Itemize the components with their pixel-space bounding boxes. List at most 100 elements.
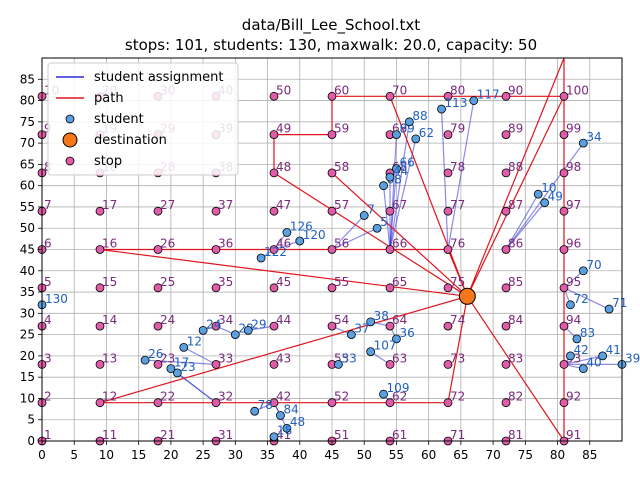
x-tick-label: 85 (582, 448, 597, 462)
assignment-line (563, 287, 610, 310)
stop-label: 100 (566, 83, 589, 97)
stop-label: 84 (508, 313, 523, 327)
student-marker (243, 325, 253, 335)
stop-label: 43 (276, 351, 291, 365)
student-marker (366, 317, 376, 327)
x-tick-label: 0 (38, 448, 46, 462)
student-label: 18 (277, 424, 292, 438)
stop-label: 27 (160, 198, 175, 212)
stop-label: 82 (508, 390, 523, 404)
student-marker (578, 364, 588, 374)
stop-marker (269, 359, 279, 369)
y-tick-label: 25 (20, 328, 35, 342)
stop-marker (559, 168, 569, 178)
chart-title-line2: stops: 101, students: 130, maxwalk: 20.0… (125, 36, 537, 54)
stop-marker (559, 283, 569, 293)
student-label: 34 (586, 130, 601, 144)
stop-label: 1 (44, 428, 52, 442)
x-tick-label: 55 (389, 448, 404, 462)
stop-label: 45 (276, 275, 291, 289)
stop-marker (559, 245, 569, 254)
student-marker (359, 211, 369, 220)
stop-label: 32 (218, 390, 233, 404)
y-tick-label: 55 (20, 200, 35, 214)
stop-marker (95, 283, 105, 293)
student-label: 84 (283, 402, 298, 416)
students: 1301221261207568664489886211311710493470… (37, 88, 640, 442)
student-marker (372, 223, 382, 233)
x-tick-label: 40 (292, 448, 307, 462)
stop-marker (211, 359, 221, 369)
stop-marker (269, 398, 279, 408)
stop-label: 67 (392, 198, 407, 212)
stop-marker (269, 321, 279, 331)
stop-marker (385, 398, 395, 408)
y-tick-label: 35 (20, 285, 35, 299)
stop-label: 56 (334, 237, 349, 251)
stop-label: 89 (508, 122, 523, 136)
student-label: 37 (354, 322, 369, 336)
assignment-line (440, 109, 449, 250)
assignment-line (331, 227, 378, 251)
student-label: 29 (251, 317, 266, 331)
student-label: 53 (341, 351, 356, 365)
x-tick-label: 45 (324, 448, 339, 462)
stop-marker (385, 245, 395, 254)
y-tick-label: 50 (20, 221, 35, 235)
y-tick-label: 30 (20, 306, 35, 320)
stop-marker (385, 206, 395, 216)
stop-marker (327, 283, 337, 293)
stop-marker (501, 283, 511, 293)
stop-label: 37 (218, 198, 233, 212)
stop-label: 46 (276, 237, 291, 251)
stop-marker (327, 321, 337, 331)
student-label: 71 (612, 296, 627, 310)
stop-label: 51 (334, 428, 349, 442)
stop-marker (501, 91, 511, 101)
stop-label: 77 (450, 198, 465, 212)
stop-marker (211, 398, 221, 408)
stop-label: 73 (450, 351, 465, 365)
stop-marker (153, 245, 163, 254)
student-marker (250, 406, 260, 416)
student-marker (469, 96, 479, 105)
student-label: 113 (445, 96, 468, 110)
x-tick-label: 15 (131, 448, 146, 462)
stop-label: 66 (392, 237, 407, 251)
x-tick-label: 5 (70, 448, 78, 462)
stop-label: 47 (276, 198, 291, 212)
stop-label: 16 (102, 237, 117, 251)
stop-marker (327, 206, 337, 216)
stop-label: 17 (102, 198, 117, 212)
stop-label: 4 (44, 313, 52, 327)
stop-label: 13 (102, 351, 117, 365)
student-label: 130 (45, 292, 68, 306)
student-marker (533, 189, 543, 199)
y-tick-label: 70 (20, 136, 35, 150)
stop-marker (269, 283, 279, 293)
assignment-line (447, 100, 475, 250)
student-marker (276, 411, 285, 420)
stop-label: 91 (566, 428, 581, 442)
stop-marker (443, 398, 453, 408)
stop-marker (501, 245, 511, 254)
legend-label: student (94, 112, 144, 127)
stop-marker (153, 398, 163, 408)
stop-marker (95, 359, 105, 369)
student-label: 38 (374, 309, 389, 323)
stop-label: 64 (392, 313, 407, 327)
y-tick-label: 60 (20, 179, 35, 193)
stop-label: 44 (276, 313, 291, 327)
stop-label: 34 (218, 313, 233, 327)
student-marker (604, 304, 614, 314)
student-marker (334, 359, 343, 369)
student-marker (392, 130, 401, 140)
stop-marker (559, 91, 569, 101)
stop-marker (443, 245, 453, 254)
legend-box (47, 62, 239, 176)
stop-marker (443, 130, 453, 140)
y-tick-label: 10 (20, 391, 35, 405)
legend-label: stop (94, 154, 122, 169)
stop-label: 90 (508, 83, 523, 97)
